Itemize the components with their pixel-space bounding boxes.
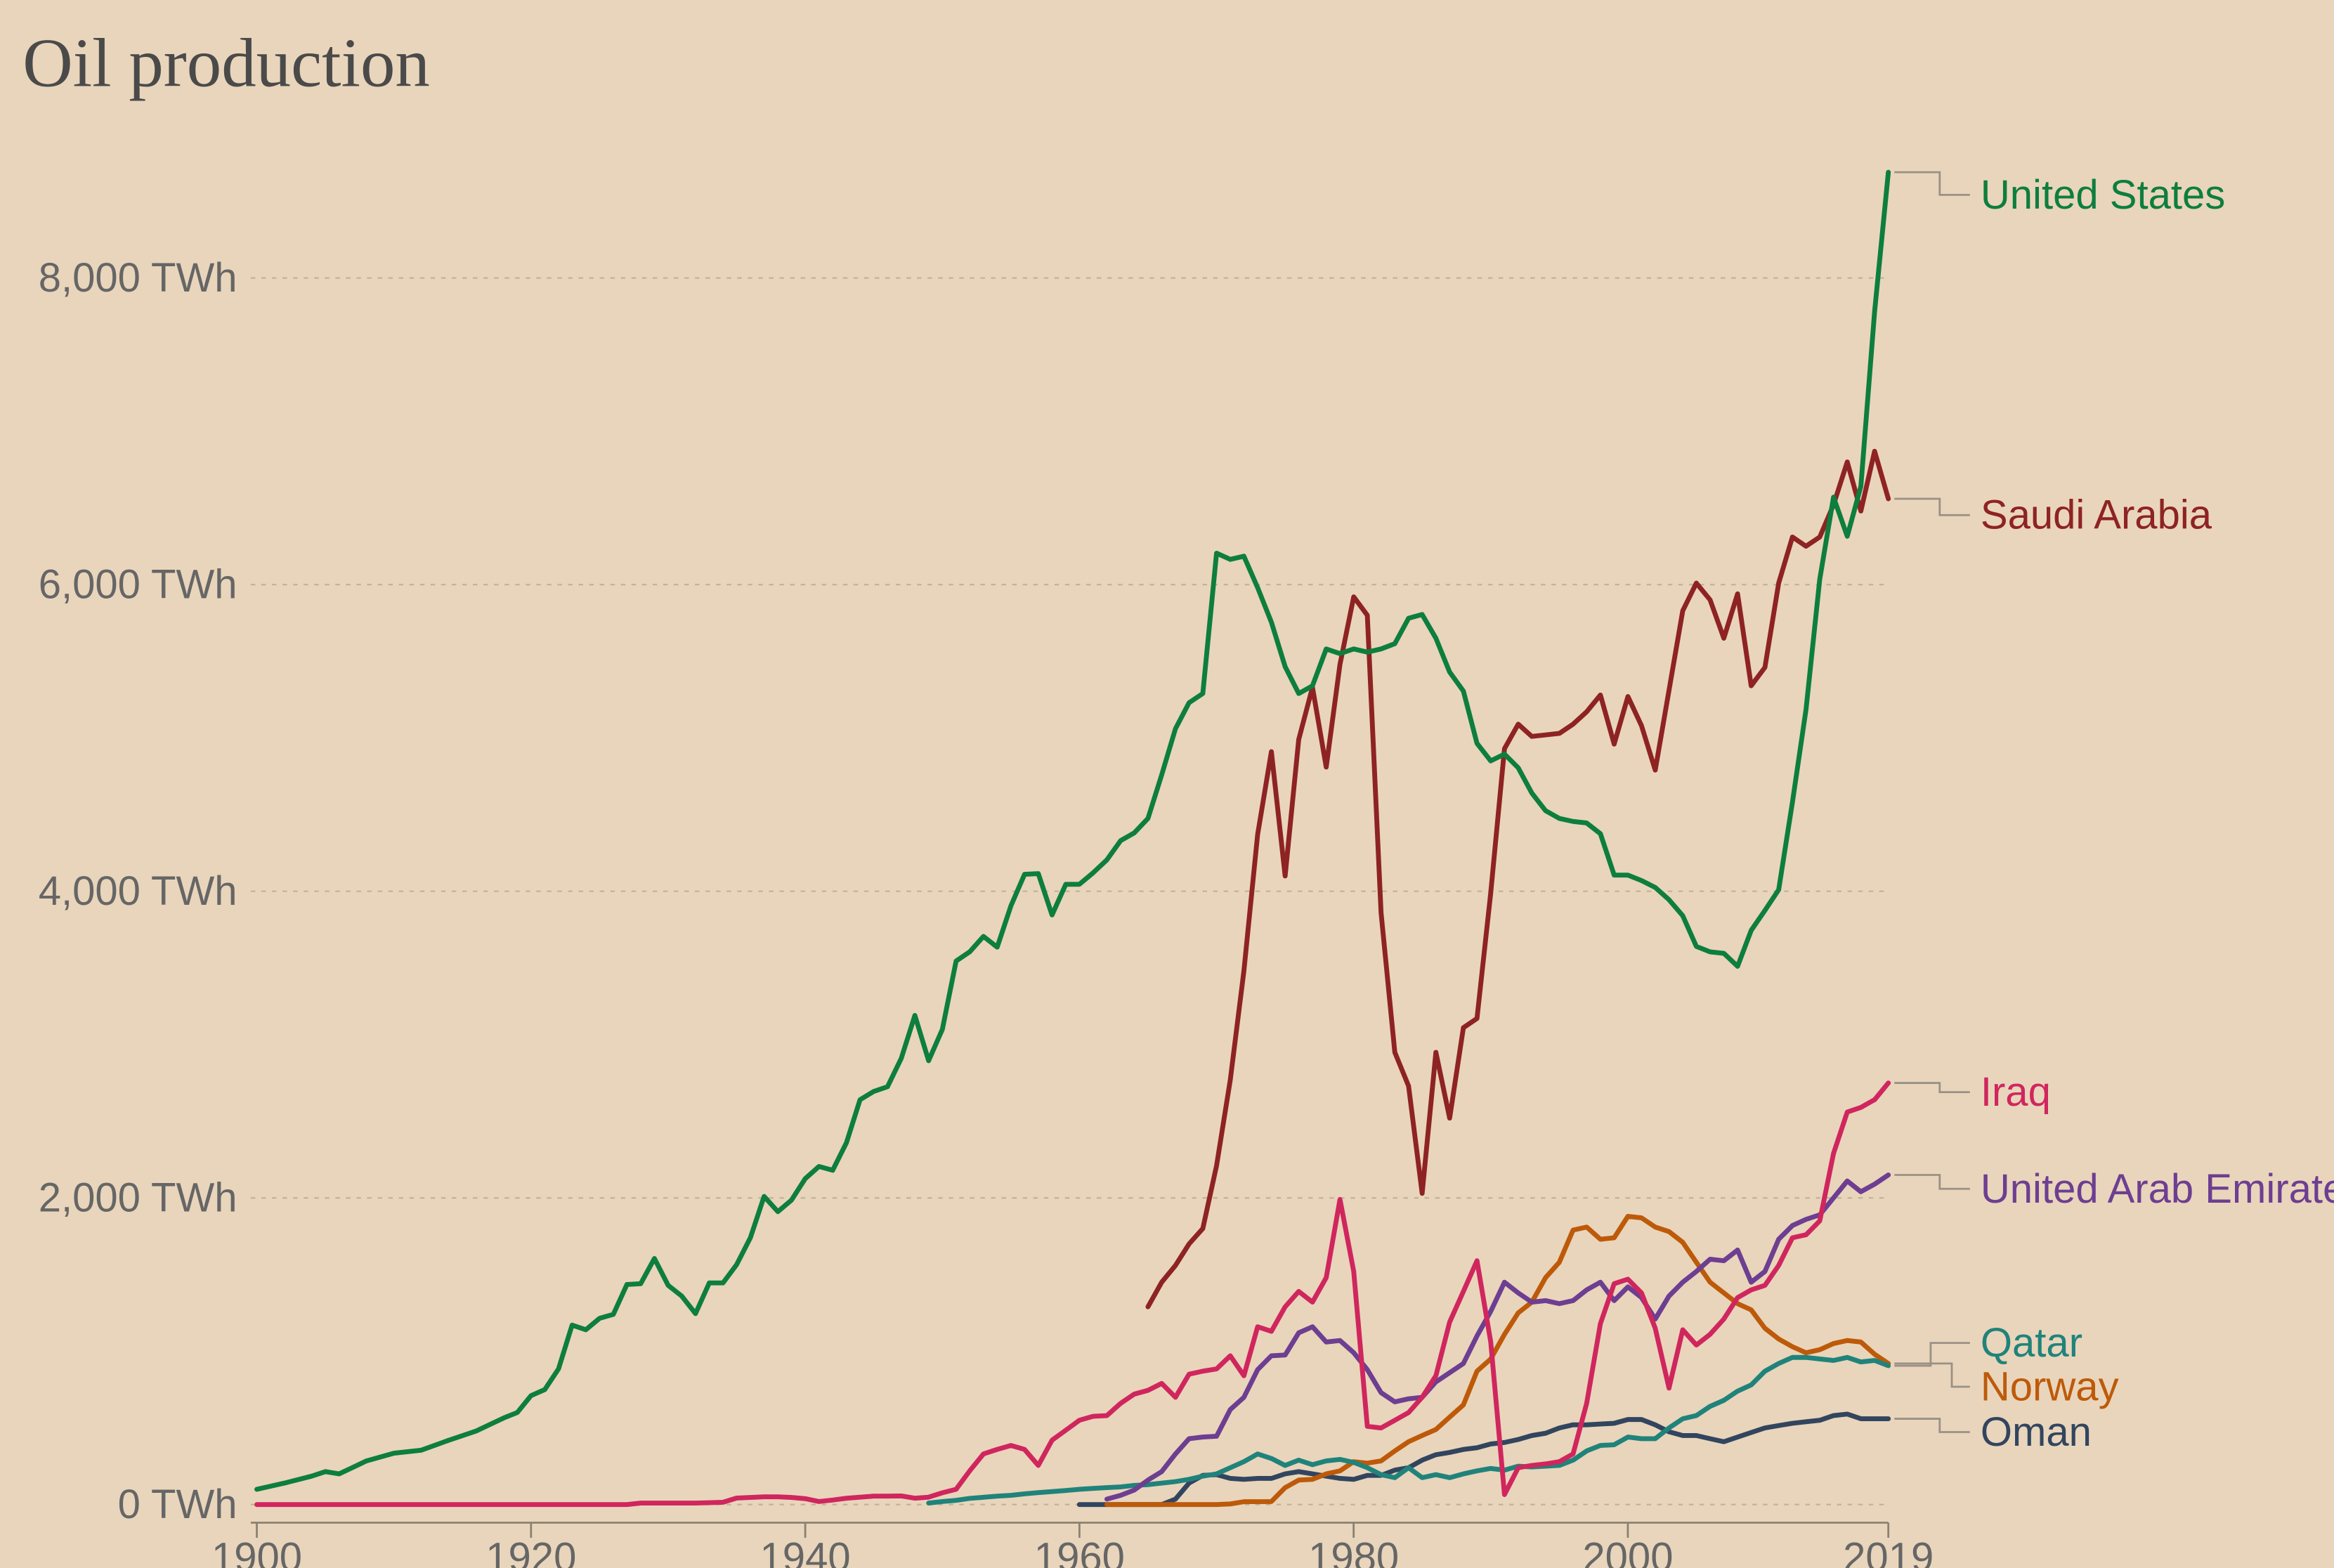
series-line-oman[interactable] <box>1076 1411 1891 1508</box>
series-label-united-states[interactable]: United States <box>1981 172 2225 218</box>
x-axis-label-1940: 1940 <box>760 1534 851 1568</box>
plot-area: 0 TWh 2,000 TWh 4,000 TWh 6,000 TWh 8,000 TW… <box>39 169 2334 1568</box>
label-connector-qatar <box>1894 1342 1970 1367</box>
label-connector-united-states <box>1894 171 1970 196</box>
label-connector-oman <box>1894 1418 1970 1433</box>
y-axis-label-6000: 6,000 TWh <box>39 562 237 608</box>
y-axis-label-2000: 2,000 TWh <box>39 1175 237 1221</box>
label-connector-united-arab-emirates <box>1894 1174 1970 1190</box>
series-label-oman[interactable]: Oman <box>1981 1409 2092 1455</box>
label-connector-iraq <box>1894 1082 1970 1094</box>
y-axis-label-8000: 8,000 TWh <box>39 255 237 301</box>
x-axis-label-2000: 2000 <box>1582 1534 1673 1568</box>
series-line-saudi-arabia[interactable] <box>1145 448 1891 1309</box>
x-axis-label-1920: 1920 <box>485 1534 576 1568</box>
label-connector-norway <box>1894 1362 1970 1388</box>
x-axis-label-2019: 2019 <box>1843 1534 1934 1568</box>
series-label-qatar[interactable]: Qatar <box>1981 1320 2082 1366</box>
label-connector-saudi-arabia <box>1894 497 1970 516</box>
series-line-norway[interactable] <box>1104 1213 1891 1508</box>
x-axis-label-1960: 1960 <box>1034 1534 1125 1568</box>
series-line-qatar[interactable] <box>926 1354 1891 1505</box>
x-axis-label-1900: 1900 <box>211 1534 302 1568</box>
series-label-iraq[interactable]: Iraq <box>1981 1069 2051 1115</box>
y-axis-label-0: 0 TWh <box>118 1482 237 1527</box>
series-label-norway[interactable]: Norway <box>1981 1364 2119 1409</box>
series-line-united-states[interactable] <box>254 169 1891 1492</box>
series-label-saudi-arabia[interactable]: Saudi Arabia <box>1981 492 2212 538</box>
series-line-iraq[interactable] <box>254 1080 1891 1508</box>
x-axis-label-1980: 1980 <box>1308 1534 1399 1568</box>
y-axis-label-4000: 4,000 TWh <box>39 868 237 914</box>
chart-title: Oil production <box>22 25 430 102</box>
series-line-united-arab-emirates[interactable] <box>1104 1172 1891 1502</box>
series-label-united-arab-emirates[interactable]: United Arab Emirates <box>1981 1166 2334 1212</box>
